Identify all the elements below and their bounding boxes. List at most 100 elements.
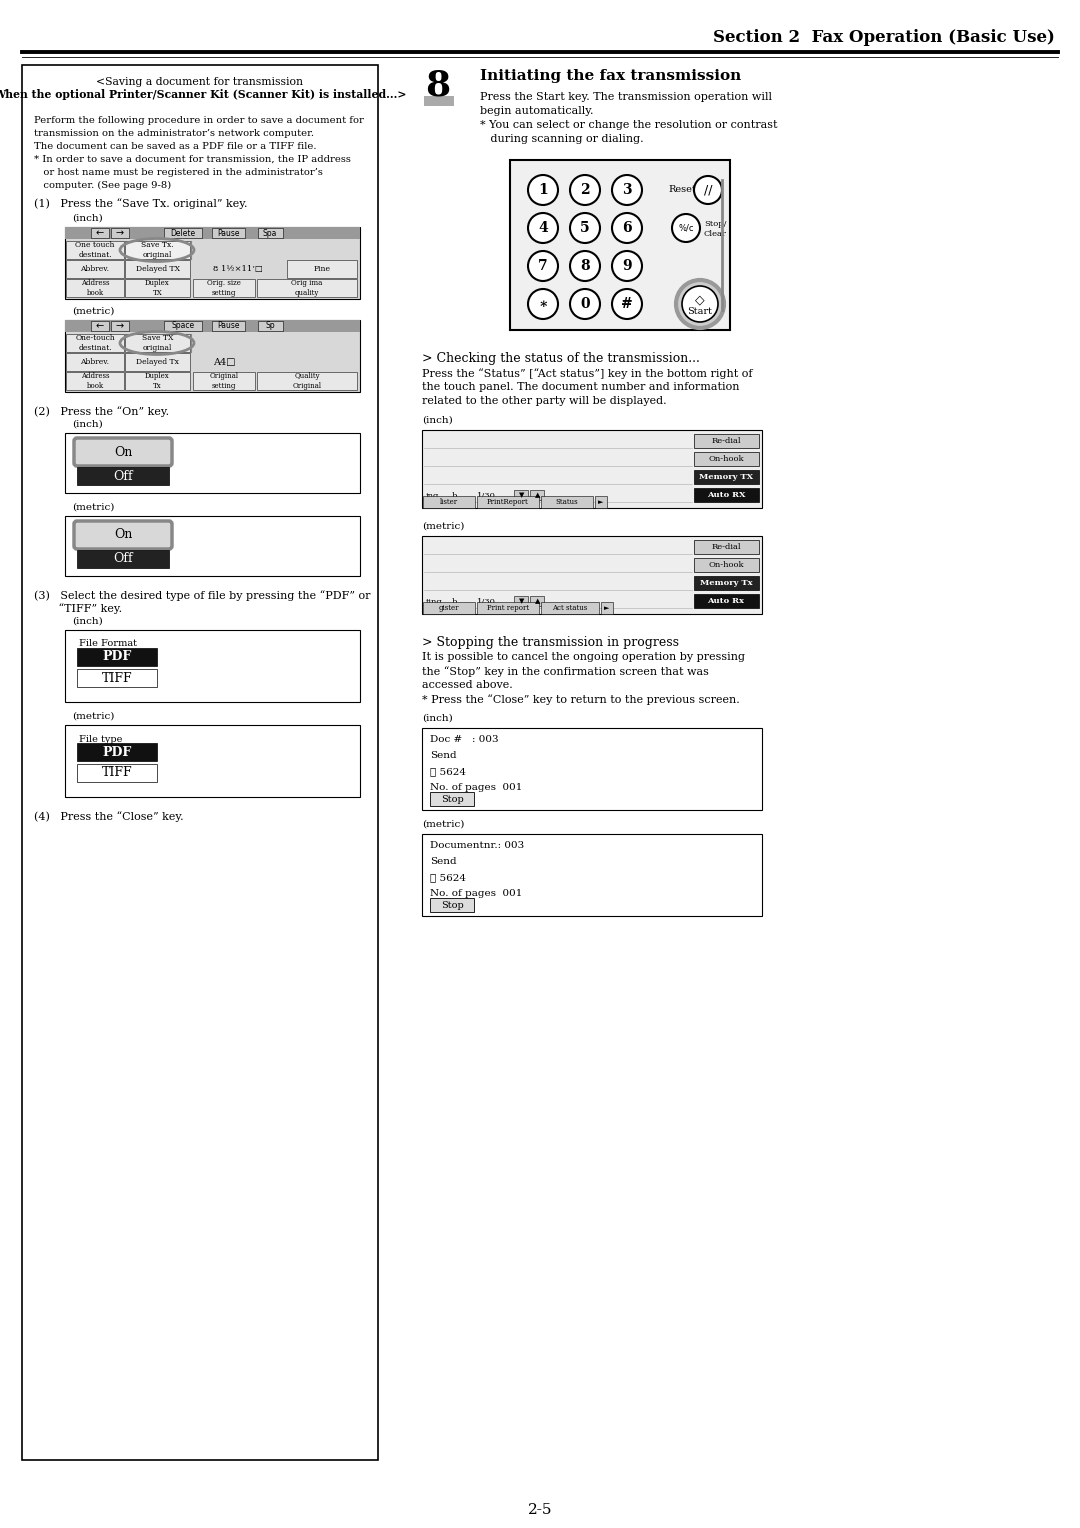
Text: (metric): (metric): [72, 503, 114, 512]
Text: Delayed Tx: Delayed Tx: [136, 358, 179, 367]
Text: On: On: [113, 529, 132, 541]
Text: Re-dial: Re-dial: [712, 542, 741, 552]
Text: 2-5: 2-5: [528, 1504, 552, 1517]
Text: #: #: [621, 296, 633, 312]
Bar: [530, 596, 544, 607]
Text: Perform the following procedure in order to save a document for: Perform the following procedure in order…: [33, 116, 364, 125]
Text: Original
setting: Original setting: [210, 373, 239, 390]
Text: Delayed TX: Delayed TX: [135, 264, 179, 274]
Text: transmission on the administrator’s network computer.: transmission on the administrator’s netw…: [33, 128, 314, 138]
Text: ▼: ▼: [519, 597, 525, 604]
Text: ting: ting: [426, 597, 443, 607]
Bar: [424, 96, 454, 105]
Text: ▲: ▲: [536, 492, 541, 498]
Text: Sp: Sp: [266, 321, 274, 330]
Text: Memory TX: Memory TX: [699, 474, 753, 481]
Circle shape: [528, 251, 558, 281]
Text: Address
book: Address book: [81, 373, 109, 390]
Text: Stop/: Stop/: [704, 220, 727, 228]
Text: One-touch
destinat.: One-touch destinat.: [76, 335, 114, 351]
Text: Press the “Status” [“Act status”] key in the bottom right of: Press the “Status” [“Act status”] key in…: [422, 368, 753, 379]
Bar: [514, 596, 528, 607]
Text: 1/30: 1/30: [477, 492, 496, 500]
Text: gister: gister: [438, 604, 459, 613]
Bar: [91, 228, 109, 238]
Bar: [65, 319, 360, 332]
Text: 0: 0: [580, 296, 590, 312]
Circle shape: [612, 176, 642, 205]
Text: Orig. size
setting: Orig. size setting: [207, 280, 241, 296]
Bar: [477, 602, 539, 614]
Text: Spa: Spa: [262, 229, 278, 237]
Text: ►: ►: [598, 498, 604, 506]
Bar: [66, 280, 124, 296]
Text: ing: ing: [426, 492, 440, 500]
Text: computer. (See page 9-8): computer. (See page 9-8): [33, 180, 172, 189]
Text: When the optional Printer/Scanner Kit (Scanner Kit) is installed...>: When the optional Printer/Scanner Kit (S…: [0, 90, 407, 101]
Text: Memory Tx: Memory Tx: [700, 579, 753, 587]
Bar: [694, 594, 759, 608]
Text: * You can select or change the resolution or contrast: * You can select or change the resolutio…: [480, 121, 778, 130]
Text: Reset: Reset: [669, 185, 696, 194]
Bar: [66, 241, 124, 260]
Text: Print report: Print report: [487, 604, 529, 613]
Text: Re-dial: Re-dial: [712, 437, 741, 445]
Bar: [694, 487, 759, 503]
Text: (1)   Press the “Save Tx. original” key.: (1) Press the “Save Tx. original” key.: [33, 199, 247, 209]
Circle shape: [570, 289, 600, 319]
Text: Auto RX: Auto RX: [706, 490, 745, 500]
Text: Orig ima
quality: Orig ima quality: [292, 280, 323, 296]
FancyBboxPatch shape: [75, 521, 172, 549]
Text: Send: Send: [430, 752, 457, 761]
Bar: [430, 898, 474, 912]
Bar: [514, 490, 528, 500]
Text: Section 2  Fax Operation (Basic Use): Section 2 Fax Operation (Basic Use): [713, 29, 1055, 46]
Text: lister: lister: [440, 498, 458, 506]
Text: Send: Send: [430, 857, 457, 866]
Text: Duplex
TX: Duplex TX: [145, 280, 170, 296]
Bar: [125, 335, 190, 351]
Text: (metric): (metric): [72, 712, 114, 721]
Bar: [65, 319, 360, 393]
Bar: [423, 497, 475, 507]
Text: (inch): (inch): [72, 617, 103, 626]
Text: Save TX
original: Save TX original: [141, 335, 173, 351]
Circle shape: [612, 251, 642, 281]
Circle shape: [570, 176, 600, 205]
Bar: [694, 434, 759, 448]
Bar: [77, 550, 168, 568]
Bar: [694, 471, 759, 484]
Bar: [111, 321, 129, 332]
Text: ☎ 5624: ☎ 5624: [430, 874, 465, 883]
Bar: [193, 280, 255, 296]
Text: On-hook: On-hook: [708, 455, 744, 463]
Text: (inch): (inch): [422, 714, 453, 723]
Text: On-hook: On-hook: [708, 561, 744, 568]
Bar: [257, 280, 357, 296]
Text: 6: 6: [622, 222, 632, 235]
Text: ☎ 5624: ☎ 5624: [430, 767, 465, 776]
Text: Space: Space: [172, 321, 194, 330]
FancyBboxPatch shape: [75, 439, 172, 466]
Text: Status: Status: [556, 498, 578, 506]
Bar: [164, 321, 202, 332]
Text: the “Stop” key in the confirmation screen that was: the “Stop” key in the confirmation scree…: [422, 666, 708, 677]
Text: 2: 2: [580, 183, 590, 197]
Text: 8: 8: [426, 69, 450, 102]
Text: 9: 9: [622, 260, 632, 274]
Text: 8: 8: [580, 260, 590, 274]
Text: 1: 1: [538, 183, 548, 197]
Bar: [510, 160, 730, 330]
Text: (2)   Press the “On” key.: (2) Press the “On” key.: [33, 406, 170, 417]
Circle shape: [681, 286, 718, 322]
Text: Doc #   : 003: Doc # : 003: [430, 735, 499, 744]
Text: TIFF: TIFF: [102, 671, 133, 685]
Text: during scanning or dialing.: during scanning or dialing.: [480, 134, 644, 144]
Bar: [422, 536, 762, 614]
Text: (inch): (inch): [422, 416, 453, 425]
Text: Off: Off: [113, 469, 133, 483]
Bar: [66, 371, 124, 390]
Text: No. of pages  001: No. of pages 001: [430, 784, 523, 793]
Text: * In order to save a document for transmission, the IP address: * In order to save a document for transm…: [33, 154, 351, 163]
Bar: [193, 371, 255, 390]
